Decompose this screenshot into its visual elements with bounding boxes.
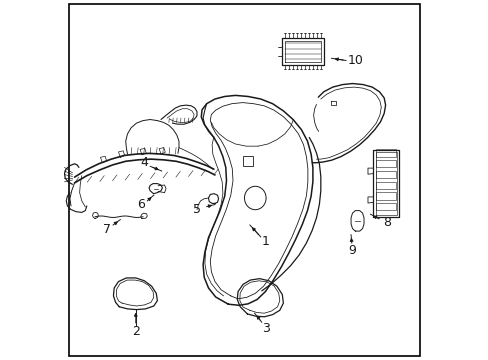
Text: 4: 4 <box>140 156 148 169</box>
Text: 3: 3 <box>262 322 269 335</box>
Text: 9: 9 <box>348 244 356 257</box>
Text: 5: 5 <box>193 203 201 216</box>
Text: 8: 8 <box>382 216 390 229</box>
Text: 10: 10 <box>347 54 363 67</box>
Text: 7: 7 <box>103 223 111 236</box>
Text: 1: 1 <box>262 235 269 248</box>
Text: 6: 6 <box>137 198 144 211</box>
Text: 2: 2 <box>132 325 140 338</box>
